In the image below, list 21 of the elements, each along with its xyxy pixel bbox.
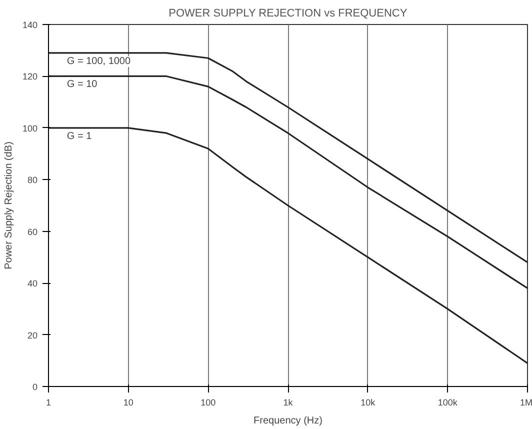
series-label: G = 10	[66, 79, 98, 90]
x-tick-label: 10	[123, 398, 134, 408]
y-tick-label: 80	[27, 175, 38, 186]
series-label: G = 1	[66, 130, 92, 142]
y-tick-label: 100	[22, 123, 38, 134]
x-tick-label: 1M	[520, 398, 532, 408]
x-tick-label: 100k	[438, 398, 458, 408]
series-label: G = 100, 1000	[66, 56, 131, 67]
chart-title: POWER SUPPLY REJECTION vs FREQUENCY	[168, 8, 408, 20]
y-tick-label: 120	[22, 72, 38, 82]
y-tick-label: 0	[32, 382, 38, 392]
y-tick-label: 40	[27, 278, 38, 289]
y-axis-title: Power Supply Rejection (dB)	[3, 142, 14, 270]
y-tick-label: 20	[27, 330, 38, 340]
y-tick-label: 60	[27, 226, 38, 237]
x-tick-label: 1k	[283, 398, 294, 408]
y-tick-label: 140	[22, 20, 38, 30]
x-tick-label: 10k	[360, 398, 376, 408]
x-tick-label: 100	[200, 398, 216, 408]
x-tick-label: 1	[46, 398, 52, 408]
x-axis-title: Frequency (Hz)	[254, 416, 322, 426]
